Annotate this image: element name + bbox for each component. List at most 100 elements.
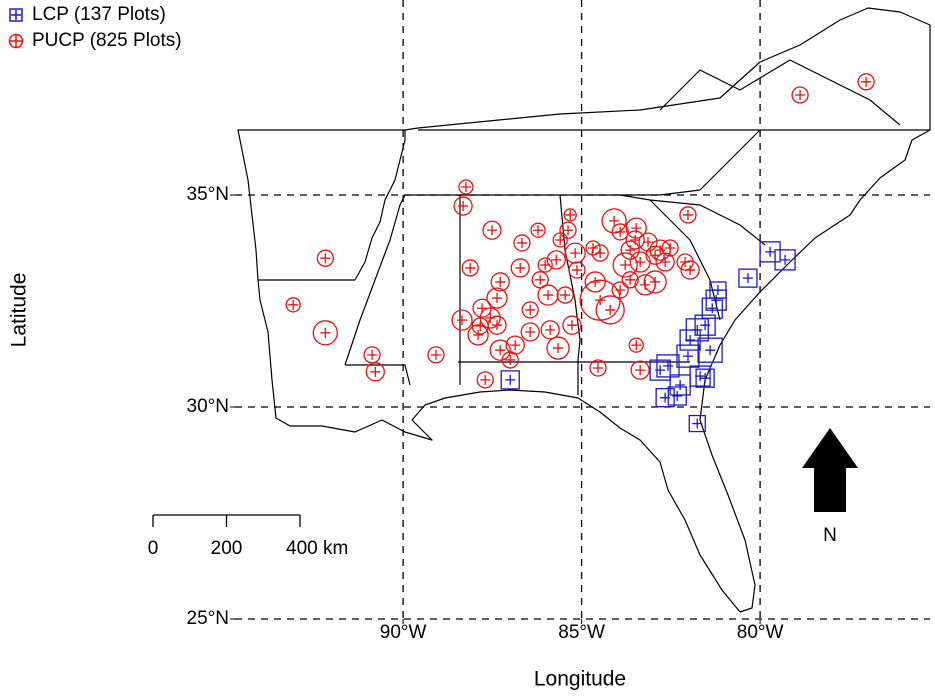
marker-plus [473,329,484,340]
plot-marker [461,259,479,277]
marker-plus [543,290,554,301]
plot-marker [568,261,586,279]
plot-marker [312,320,338,346]
marker-plus [655,365,666,376]
marker-circle [471,317,489,335]
plot-marker [611,223,629,241]
state-line [418,129,930,321]
marker-circle [562,315,582,335]
marker-plus [640,279,651,290]
plot-marker [612,252,638,278]
plot-marker [563,208,577,222]
marker-circle [537,284,559,306]
marker-circle [486,287,508,309]
marker-circle [552,232,568,248]
marker-plus [650,250,661,261]
marker-circle [537,257,553,273]
marker-plus [533,225,544,236]
marker-circle [531,271,549,289]
plot-marker [537,257,553,273]
marker-plus [630,234,641,245]
scale-label: 0 [148,538,159,559]
plot-marker [759,241,781,263]
marker-plus [565,209,576,220]
marker-plus [655,245,666,256]
x-tick-label: 80°W [737,622,784,643]
plot-marker [676,344,700,368]
plot-marker [316,249,334,267]
plot-marker [679,206,697,224]
marker-plus [665,243,676,254]
marker-plus [707,303,718,314]
marker-plus [535,274,546,285]
marker-circle [611,281,629,299]
plot-marker [661,239,679,257]
marker-circle [591,244,609,262]
plot-marker [471,317,489,335]
y-axis-label: Latitude [8,273,31,348]
marker-circle [489,339,511,361]
marker-plus [465,262,476,273]
plot-marker [621,271,639,289]
plot-marker [476,371,494,389]
plot-marker [688,414,706,433]
x-axis-label: Longitude [534,668,626,691]
plot-marker [774,249,796,271]
marker-plus [631,340,642,351]
state-boundaries [237,7,931,613]
marker-square [694,314,716,336]
marker-circle [630,360,650,380]
plot-marker [695,368,715,388]
north-label: N [823,525,837,546]
scale-label: 400 km [286,538,348,559]
plot-marker [486,287,508,309]
plot-marker [629,251,651,273]
legend-label: LCP (137 Plots) [32,4,166,25]
y-tick-label: 35°N [187,184,229,205]
marker-plus [560,290,571,301]
marker-plus [370,366,381,377]
plot-marker [655,388,675,408]
marker-circle [625,230,645,250]
marker-circle [285,297,301,313]
legend-marker-square [9,8,23,22]
marker-plus [662,360,673,371]
marker-circle [679,206,697,224]
marker-plus [595,248,606,259]
marker-circle [645,245,665,265]
marker-plus [795,89,806,100]
plot-marker [467,324,489,346]
plot-marker [513,234,531,252]
marker-circle [625,217,647,239]
plot-marker [595,295,625,325]
marker-circle [634,274,656,296]
plot-marker [857,73,875,91]
plot-marker [601,208,627,234]
marker-plus [367,349,378,360]
marker-plus [492,293,503,304]
plot-marker [649,359,671,381]
marker-circle [451,309,473,331]
marker-plus [615,226,626,237]
marker-circle [638,232,658,252]
marker-circle [513,234,531,252]
plot-marker [546,250,566,270]
marker-plus [605,304,616,315]
marker-plus [711,295,722,306]
marker-plus [675,379,686,390]
marker-circle [521,301,539,319]
plot-marker [500,370,520,390]
marker-plus [692,418,703,429]
plot-marker [501,351,519,369]
marker-circle [680,260,700,280]
marker-plus [635,257,646,268]
plot-marker [489,339,511,361]
marker-square [649,359,671,381]
marker-plus [475,321,486,332]
marker-plus [705,345,716,356]
marker-square [759,241,781,263]
marker-plus [320,327,331,338]
marker-circle [546,250,566,270]
marker-circle [655,252,675,272]
